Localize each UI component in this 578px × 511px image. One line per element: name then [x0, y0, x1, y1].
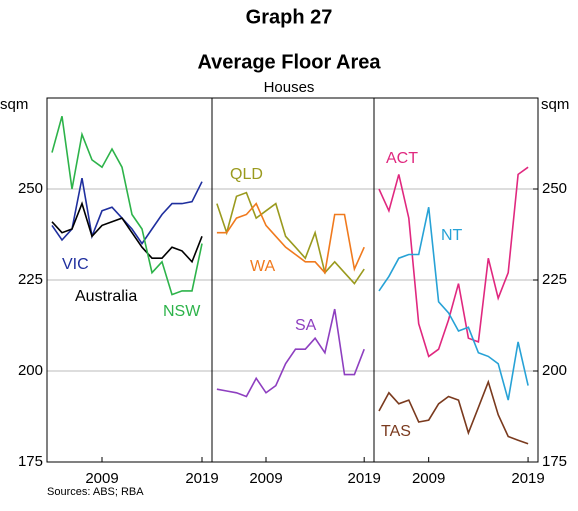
series-line: [216, 202, 365, 275]
y2-tick-label: 250: [542, 180, 567, 197]
series-label: NSW: [163, 303, 201, 320]
series-line: [51, 115, 203, 296]
x-tick-label: 2019: [185, 470, 218, 487]
series-line: [216, 308, 365, 398]
series-line: [51, 177, 203, 246]
series-label: TAS: [381, 423, 411, 440]
x-tick-label: 2009: [85, 470, 118, 487]
y-axis-label: sqm: [0, 96, 28, 113]
series-line: [216, 191, 365, 285]
x-tick-label: 2019: [511, 470, 544, 487]
x-tick-label: 2019: [347, 470, 380, 487]
plot-frame: [46, 97, 539, 463]
panel-subtitle: Houses: [264, 79, 315, 96]
y2-tick-label: 200: [542, 362, 567, 379]
chart-title: Graph 27: [246, 6, 333, 28]
y2-tick-label: 175: [542, 453, 567, 470]
series-line: [378, 379, 529, 445]
series-label: ACT: [386, 150, 418, 167]
y2-tick-label: 225: [542, 271, 567, 288]
y-tick-label: 250: [18, 180, 43, 197]
series-label: WA: [250, 258, 276, 275]
y-tick-label: 200: [18, 362, 43, 379]
x-tick-label: 2009: [249, 470, 282, 487]
series-label: VIC: [62, 256, 89, 273]
series-label: Australia: [75, 288, 137, 305]
y-tick-label: 225: [18, 271, 43, 288]
y-tick-label: 175: [18, 453, 43, 470]
source-note: Sources: ABS; RBA: [47, 486, 144, 498]
series-label: SA: [295, 317, 317, 334]
series-label: NT: [441, 227, 463, 244]
x-tick-label: 2009: [412, 470, 445, 487]
y2-axis-label: sqm: [541, 96, 569, 113]
chart-subtitle: Average Floor Area: [197, 51, 381, 73]
series-line: [378, 207, 529, 401]
series-label: QLD: [230, 166, 263, 183]
series-line: [51, 201, 203, 264]
series-line: [378, 166, 529, 358]
